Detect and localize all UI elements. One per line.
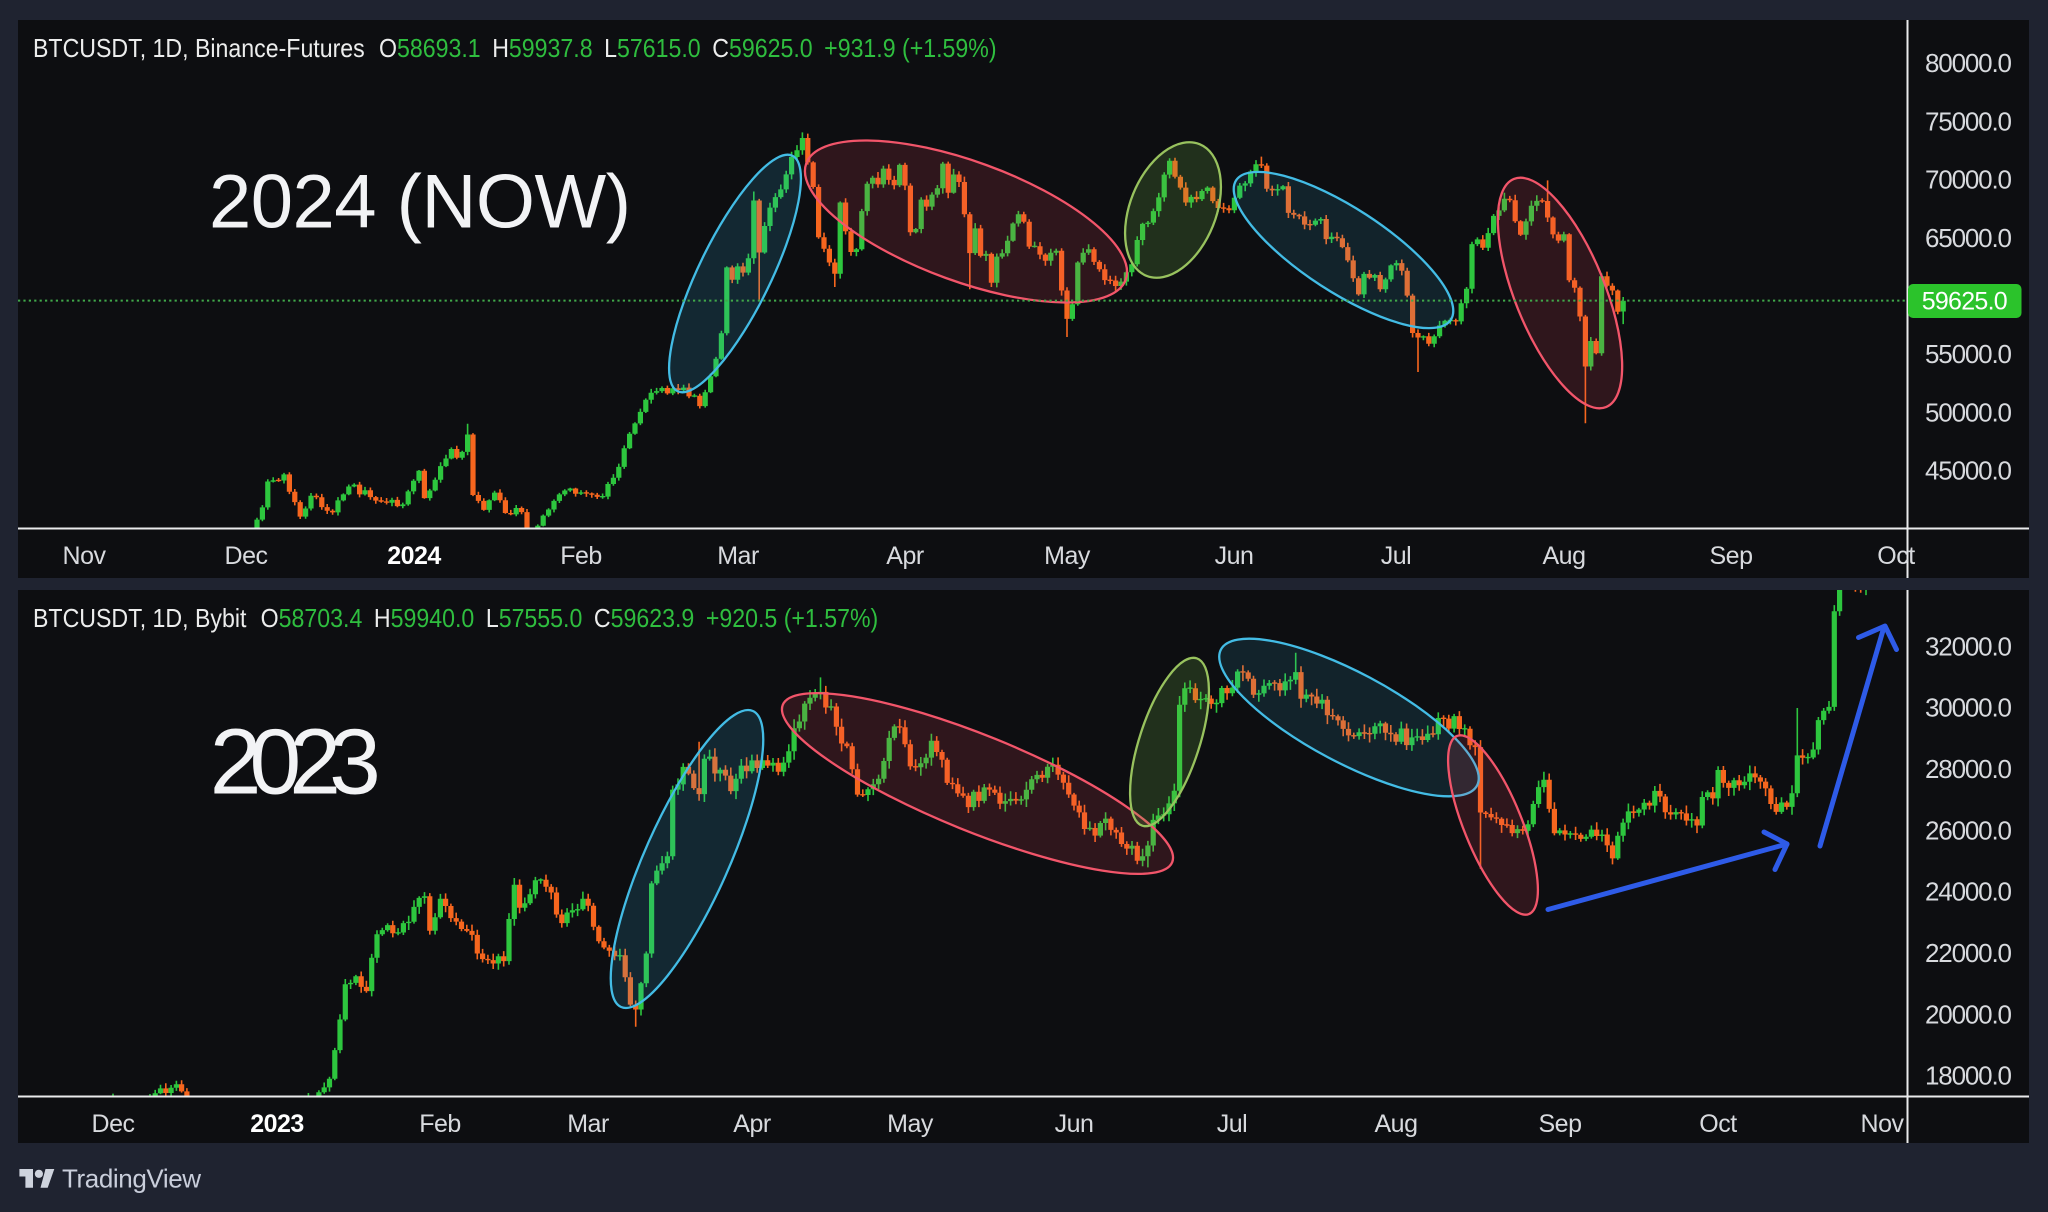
svg-text:28000.0: 28000.0 [1925,754,2012,784]
svg-text:Jul: Jul [1381,542,1411,570]
svg-text:Sep: Sep [1710,542,1753,570]
svg-text:Dec: Dec [225,542,268,570]
svg-text:59625.0: 59625.0 [1922,288,2008,316]
svg-text:24000.0: 24000.0 [1925,877,2012,907]
svg-text:Oct: Oct [1699,1110,1737,1138]
svg-text:TradingView: TradingView [62,1164,201,1194]
svg-text:Dec: Dec [92,1110,135,1138]
svg-text:Aug: Aug [1375,1110,1418,1138]
svg-text:Mar: Mar [567,1110,609,1138]
svg-text:18000.0: 18000.0 [1925,1061,2012,1091]
svg-text:2023: 2023 [250,1110,304,1138]
svg-text:May: May [887,1110,934,1138]
svg-text:2024: 2024 [387,542,441,570]
svg-text:2024 (NOW): 2024 (NOW) [209,159,631,244]
svg-text:26000.0: 26000.0 [1925,815,2012,845]
svg-text:50000.0: 50000.0 [1925,397,2012,427]
svg-text:May: May [1044,542,1091,570]
svg-text:65000.0: 65000.0 [1925,223,2012,253]
svg-text:30000.0: 30000.0 [1925,693,2012,723]
svg-text:55000.0: 55000.0 [1925,339,2012,369]
svg-text:Sep: Sep [1539,1110,1582,1138]
svg-text:2023: 2023 [210,709,381,813]
svg-text:Aug: Aug [1543,542,1586,570]
svg-text:Jun: Jun [1055,1110,1094,1138]
svg-text:Apr: Apr [886,542,924,570]
svg-text:75000.0: 75000.0 [1925,106,2012,136]
svg-text:70000.0: 70000.0 [1925,165,2012,195]
svg-text:Nov: Nov [63,542,107,570]
svg-text:Feb: Feb [419,1110,461,1138]
svg-text:80000.0: 80000.0 [1925,48,2012,78]
svg-text:Oct: Oct [1877,542,1915,570]
svg-text:Nov: Nov [1861,1110,1905,1138]
svg-text:45000.0: 45000.0 [1925,456,2012,486]
svg-text:Jul: Jul [1217,1110,1247,1138]
svg-text:Feb: Feb [560,542,602,570]
svg-text:Mar: Mar [717,542,759,570]
svg-text:22000.0: 22000.0 [1925,938,2012,968]
svg-text:Jun: Jun [1215,542,1254,570]
svg-text:Apr: Apr [733,1110,771,1138]
svg-text:20000.0: 20000.0 [1925,999,2012,1029]
svg-text:32000.0: 32000.0 [1925,631,2012,661]
